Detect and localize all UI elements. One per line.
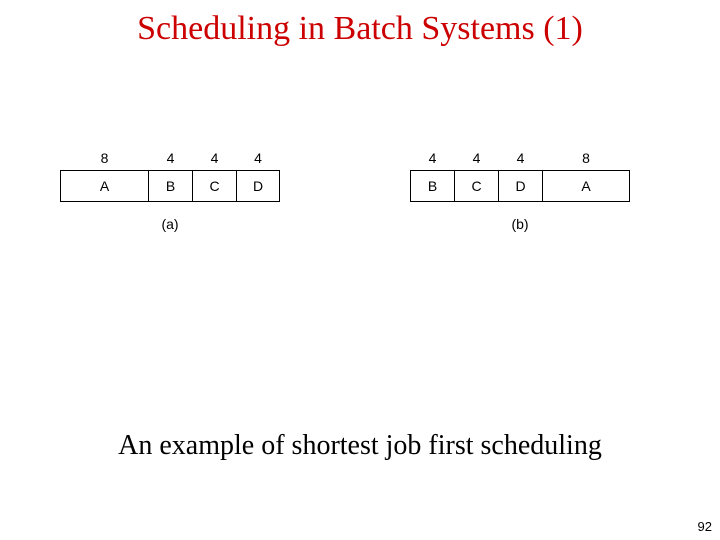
page-number: 92 <box>698 519 712 534</box>
figure-caption: An example of shortest job first schedul… <box>0 430 720 462</box>
slide: Scheduling in Batch Systems (1) 8A4B4C4D… <box>0 0 720 540</box>
job-name-label: B <box>166 178 175 194</box>
job-box: 4D <box>498 170 542 202</box>
job-duration-label: 4 <box>411 151 454 165</box>
job-box: 8A <box>60 170 148 202</box>
job-duration-label: 8 <box>543 151 629 165</box>
scheduling-diagram: 8A4B4C4D(a)4B4C4D8A(b) <box>60 150 690 260</box>
job-row: 4B4C4D8A <box>410 170 630 202</box>
schedule-b: 4B4C4D8A(b) <box>410 150 630 232</box>
job-duration-label: 4 <box>237 151 279 165</box>
job-row: 8A4B4C4D <box>60 170 280 202</box>
schedule-label: (b) <box>410 216 630 232</box>
job-name-label: D <box>515 178 525 194</box>
job-duration-label: 4 <box>455 151 498 165</box>
schedule-label: (a) <box>60 216 280 232</box>
job-name-label: D <box>253 178 263 194</box>
schedule-a: 8A4B4C4D(a) <box>60 150 280 232</box>
job-name-label: A <box>100 178 109 194</box>
page-title: Scheduling in Batch Systems (1) <box>0 10 720 48</box>
job-duration-label: 4 <box>149 151 192 165</box>
job-name-label: C <box>471 178 481 194</box>
job-duration-label: 8 <box>61 151 148 165</box>
job-box: 4B <box>148 170 192 202</box>
job-box: 4D <box>236 170 280 202</box>
job-name-label: A <box>581 178 590 194</box>
job-box: 4C <box>192 170 236 202</box>
job-name-label: C <box>209 178 219 194</box>
job-duration-label: 4 <box>499 151 542 165</box>
job-duration-label: 4 <box>193 151 236 165</box>
job-name-label: B <box>428 178 437 194</box>
job-box: 4C <box>454 170 498 202</box>
job-box: 4B <box>410 170 454 202</box>
job-box: 8A <box>542 170 630 202</box>
